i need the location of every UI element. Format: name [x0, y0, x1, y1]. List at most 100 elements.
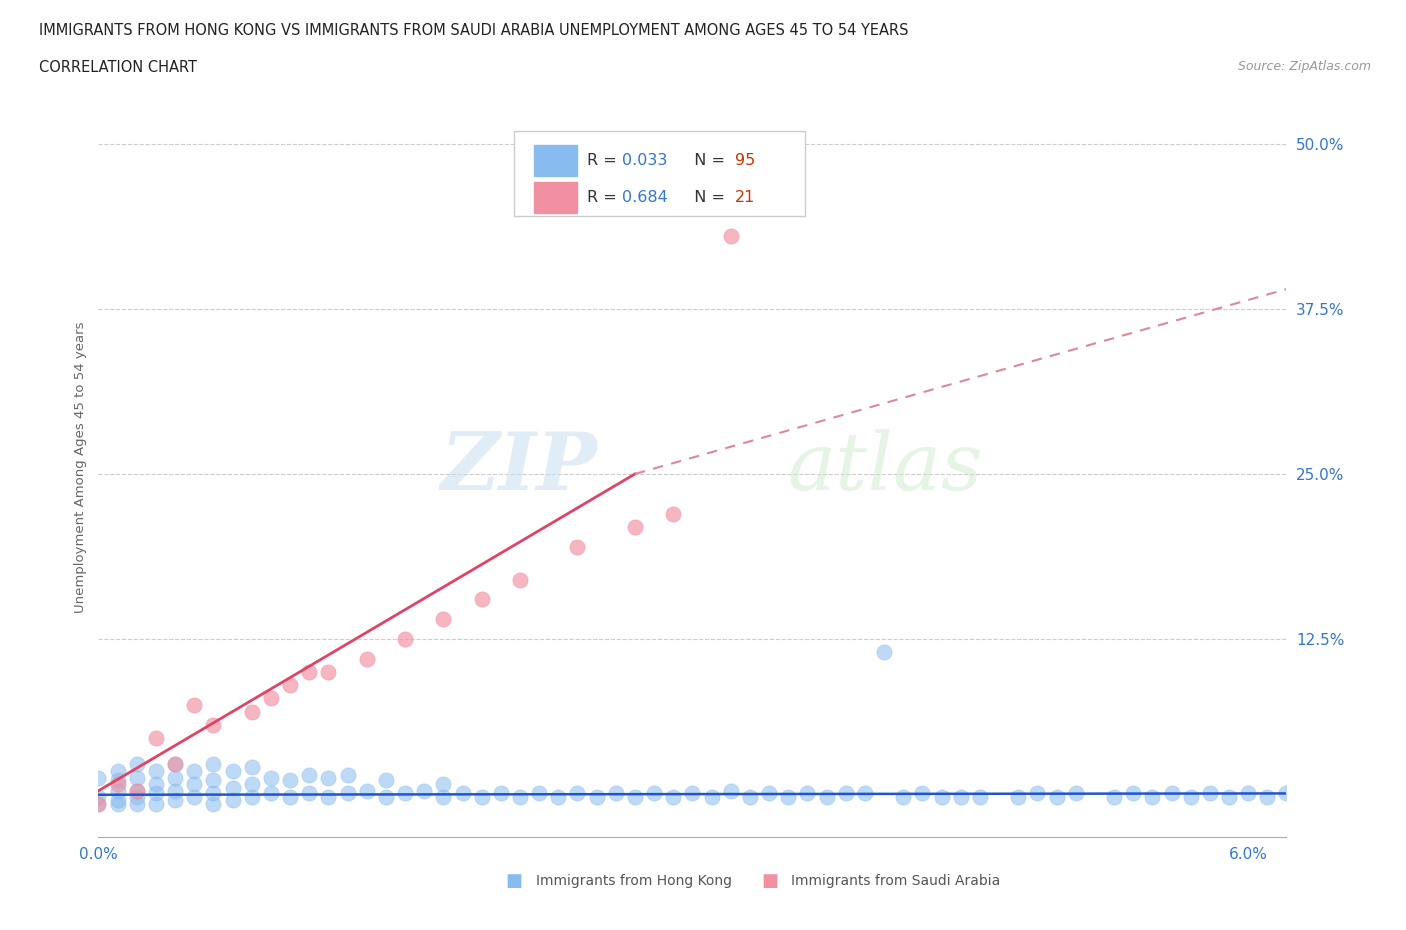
- Point: [1142, 790, 1164, 804]
- Point: [260, 691, 283, 706]
- Point: [87, 797, 110, 812]
- Point: [374, 773, 396, 788]
- Point: [567, 539, 589, 554]
- Text: ■: ■: [761, 872, 778, 890]
- Point: [145, 731, 167, 746]
- Point: [356, 651, 378, 666]
- Point: [125, 790, 148, 804]
- Text: ZIP: ZIP: [440, 429, 598, 506]
- Point: [202, 717, 225, 732]
- Point: [221, 780, 243, 795]
- Point: [298, 767, 321, 782]
- Point: [432, 612, 454, 627]
- Point: [432, 790, 454, 804]
- Point: [260, 770, 283, 785]
- Point: [1295, 790, 1317, 804]
- Point: [125, 783, 148, 798]
- Text: R =: R =: [586, 190, 621, 205]
- Point: [240, 790, 263, 804]
- Point: [662, 506, 685, 521]
- Point: [125, 757, 148, 772]
- Point: [471, 790, 494, 804]
- Point: [298, 665, 321, 680]
- Point: [778, 790, 800, 804]
- Point: [567, 786, 589, 801]
- Point: [720, 229, 742, 244]
- Point: [278, 773, 301, 788]
- Point: [605, 786, 627, 801]
- Text: atlas: atlas: [787, 429, 983, 506]
- Point: [125, 783, 148, 798]
- FancyBboxPatch shape: [515, 131, 806, 216]
- Point: [356, 783, 378, 798]
- Point: [87, 797, 110, 812]
- Point: [738, 790, 761, 804]
- Point: [1256, 790, 1278, 804]
- Point: [107, 777, 129, 791]
- Point: [202, 757, 225, 772]
- Point: [1102, 790, 1125, 804]
- Point: [260, 786, 283, 801]
- Point: [145, 777, 167, 791]
- Text: Source: ZipAtlas.com: Source: ZipAtlas.com: [1237, 60, 1371, 73]
- Point: [394, 786, 416, 801]
- Point: [1007, 790, 1029, 804]
- Point: [183, 698, 205, 712]
- Text: 95: 95: [735, 153, 755, 168]
- Point: [1275, 786, 1298, 801]
- Text: R =: R =: [586, 153, 621, 168]
- Point: [1237, 786, 1260, 801]
- Point: [547, 790, 569, 804]
- Point: [183, 790, 205, 804]
- Point: [394, 631, 416, 646]
- Point: [758, 786, 780, 801]
- Point: [318, 770, 340, 785]
- Point: [165, 757, 187, 772]
- Point: [240, 704, 263, 719]
- Point: [183, 777, 205, 791]
- FancyBboxPatch shape: [534, 182, 578, 213]
- Point: [318, 790, 340, 804]
- Point: [221, 792, 243, 807]
- Point: [145, 797, 167, 812]
- Point: [1160, 786, 1182, 801]
- Point: [1064, 786, 1087, 801]
- Point: [451, 786, 474, 801]
- Point: [298, 786, 321, 801]
- Point: [165, 757, 187, 772]
- Point: [624, 790, 647, 804]
- Point: [202, 797, 225, 812]
- Text: Immigrants from Hong Kong: Immigrants from Hong Kong: [536, 874, 731, 888]
- Point: [1313, 786, 1336, 801]
- Point: [527, 786, 550, 801]
- Point: [107, 764, 129, 778]
- Point: [165, 792, 187, 807]
- Point: [509, 572, 531, 587]
- Point: [624, 519, 647, 534]
- Point: [796, 786, 818, 801]
- Point: [1026, 786, 1049, 801]
- Point: [202, 773, 225, 788]
- Point: [87, 790, 110, 804]
- Point: [585, 790, 607, 804]
- Point: [1180, 790, 1202, 804]
- Point: [221, 764, 243, 778]
- Point: [969, 790, 991, 804]
- Point: [87, 770, 110, 785]
- Point: [318, 665, 340, 680]
- Text: 0.684: 0.684: [623, 190, 668, 205]
- Point: [336, 786, 359, 801]
- Point: [643, 786, 665, 801]
- Point: [873, 644, 896, 659]
- Text: IMMIGRANTS FROM HONG KONG VS IMMIGRANTS FROM SAUDI ARABIA UNEMPLOYMENT AMONG AGE: IMMIGRANTS FROM HONG KONG VS IMMIGRANTS …: [39, 23, 908, 38]
- Text: N =: N =: [685, 190, 730, 205]
- FancyBboxPatch shape: [534, 145, 578, 176]
- Point: [107, 783, 129, 798]
- Text: CORRELATION CHART: CORRELATION CHART: [39, 60, 197, 75]
- Point: [891, 790, 914, 804]
- Text: ■: ■: [506, 872, 523, 890]
- Point: [509, 790, 531, 804]
- Point: [681, 786, 703, 801]
- Point: [835, 786, 858, 801]
- Point: [278, 678, 301, 693]
